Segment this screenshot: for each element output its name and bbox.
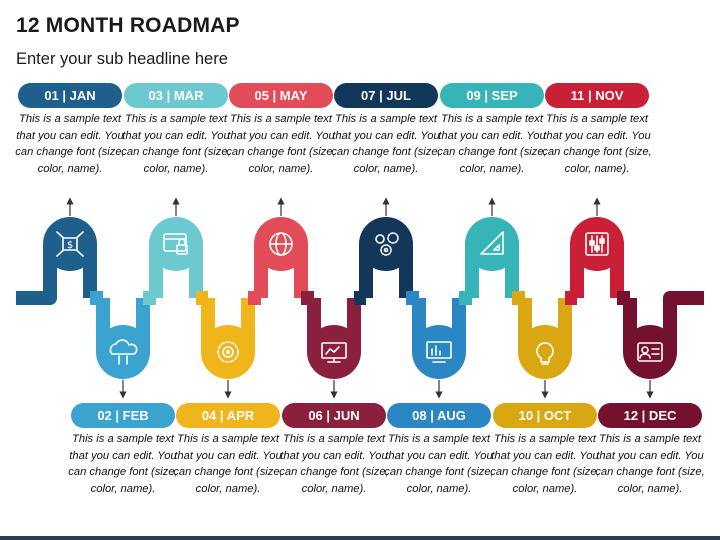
- milestone-circle: [359, 217, 413, 271]
- month-label-10: 10 | OCT: [493, 403, 597, 428]
- sliders-icon: [585, 232, 609, 256]
- month-description-12: This is a sample text that you can edit.…: [595, 433, 705, 496]
- milestone-circle: [623, 325, 677, 379]
- cloud-transfer-icon: [109, 339, 138, 365]
- milestone-circle: [201, 325, 255, 379]
- month-label-6: 06 | JUN: [282, 403, 386, 428]
- idea-bulb-icon: [536, 342, 554, 365]
- milestone-circle: [518, 325, 572, 379]
- page-title: 12 MONTH ROADMAP: [16, 14, 240, 37]
- month-label-7: 07 | JUL: [334, 83, 438, 108]
- bottom-bar: [0, 536, 720, 540]
- id-card-icon: [637, 342, 663, 362]
- milestone-6: [307, 325, 361, 379]
- month-description-6: This is a sample text that you can edit.…: [279, 433, 389, 496]
- globe-refresh-icon: [269, 232, 293, 256]
- month-label-5: 05 | MAY: [229, 83, 333, 108]
- milestone-7: [359, 217, 413, 271]
- browser-lock-icon: [163, 233, 188, 255]
- milestone-8: [412, 325, 466, 379]
- month-description-7: This is a sample text that you can edit.…: [331, 113, 441, 176]
- month-label-1: 01 | JAN: [18, 83, 122, 108]
- milestone-circle: [412, 325, 466, 379]
- month-description-4: This is a sample text that you can edit.…: [173, 433, 283, 496]
- month-label-12: 12 | DEC: [598, 403, 702, 428]
- month-label-2: 02 | FEB: [71, 403, 175, 428]
- milestone-1: $: [43, 217, 97, 271]
- milestone-9: [465, 217, 519, 271]
- monitor-chart-icon: [321, 342, 347, 363]
- svg-text:$: $: [67, 240, 73, 251]
- month-description-3: This is a sample text that you can edit.…: [121, 113, 231, 176]
- milestone-3: [149, 217, 203, 271]
- month-label-8: 08 | AUG: [387, 403, 491, 428]
- team-gears-icon: [375, 232, 399, 256]
- milestone-10: [518, 325, 572, 379]
- bar-chart-monitor-icon: [426, 341, 452, 363]
- ruler-triangle-icon: [480, 231, 504, 255]
- month-label-9: 09 | SEP: [440, 83, 544, 108]
- milestone-4: [201, 325, 255, 379]
- gear-cycle-icon: [217, 341, 239, 363]
- month-description-10: This is a sample text that you can edit.…: [490, 433, 600, 496]
- milestone-circle: [43, 217, 97, 271]
- milestone-circle: [96, 325, 150, 379]
- month-description-5: This is a sample text that you can edit.…: [226, 113, 336, 176]
- month-description-8: This is a sample text that you can edit.…: [384, 433, 494, 496]
- page-subtitle: Enter your sub headline here: [16, 50, 228, 68]
- month-label-11: 11 | NOV: [545, 83, 649, 108]
- month-label-3: 03 | MAR: [124, 83, 228, 108]
- month-description-9: This is a sample text that you can edit.…: [437, 113, 547, 176]
- month-description-11: This is a sample text that you can edit.…: [542, 113, 652, 176]
- month-label-4: 04 | APR: [176, 403, 280, 428]
- milestone-11: [570, 217, 624, 271]
- money-network-icon: $: [56, 231, 84, 257]
- month-description-1: This is a sample text that you can edit.…: [15, 113, 125, 176]
- milestone-5: [254, 217, 308, 271]
- milestone-circle: [149, 217, 203, 271]
- milestone-2: [96, 325, 150, 379]
- month-description-2: This is a sample text that you can edit.…: [68, 433, 178, 496]
- milestone-12: [623, 325, 677, 379]
